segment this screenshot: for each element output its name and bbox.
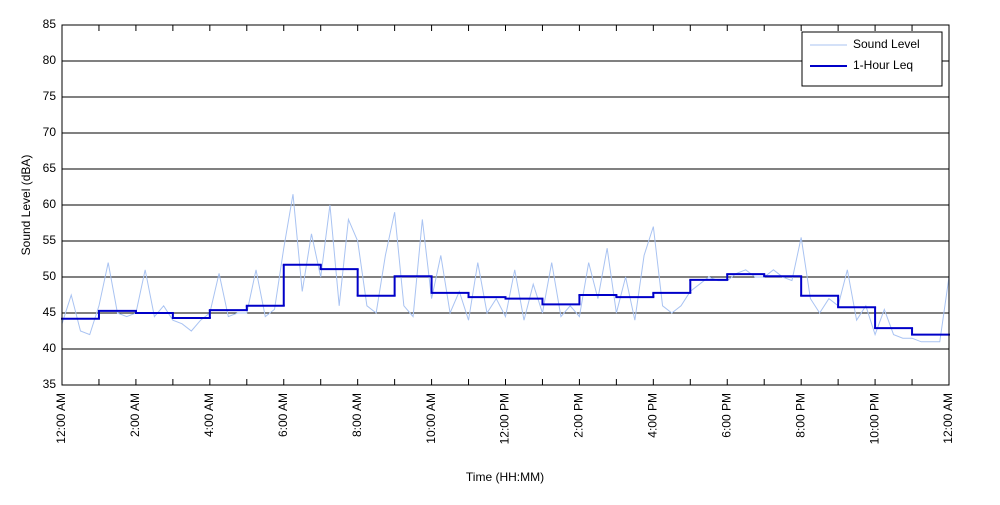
y-axis-label: Sound Level (dBA) (19, 155, 33, 256)
y-tick-label: 35 (43, 377, 57, 391)
y-tick-label: 55 (43, 233, 57, 247)
x-tick-label: 4:00 PM (646, 393, 660, 438)
x-tick-label: 2:00 AM (128, 393, 142, 437)
legend-label: 1-Hour Leq (853, 58, 913, 72)
y-tick-label: 80 (43, 53, 57, 67)
x-tick-label: 12:00 PM (498, 393, 512, 444)
x-tick-label: 12:00 AM (54, 393, 68, 444)
x-tick-label: 12:00 AM (941, 393, 955, 444)
x-tick-label: 8:00 AM (350, 393, 364, 437)
x-tick-label: 2:00 PM (572, 393, 586, 438)
y-tick-label: 70 (43, 125, 57, 139)
y-tick-label: 65 (43, 161, 57, 175)
x-tick-label: 8:00 PM (793, 393, 807, 438)
y-tick-label: 75 (43, 89, 57, 103)
x-axis-label: Time (HH:MM) (466, 470, 544, 484)
y-tick-label: 60 (43, 197, 57, 211)
x-tick-label: 10:00 AM (424, 393, 438, 444)
y-tick-label: 40 (43, 341, 57, 355)
x-tick-label: 4:00 AM (202, 393, 216, 437)
y-tick-label: 50 (43, 269, 57, 283)
x-tick-label: 6:00 PM (719, 393, 733, 438)
legend-label: Sound Level (853, 37, 920, 51)
plot-border (61, 24, 950, 386)
y-tick-label: 85 (43, 17, 57, 31)
y-tick-label: 45 (43, 305, 57, 319)
x-tick-label: 10:00 PM (867, 393, 881, 444)
x-tick-label: 6:00 AM (276, 393, 290, 437)
legend-box (801, 31, 943, 87)
